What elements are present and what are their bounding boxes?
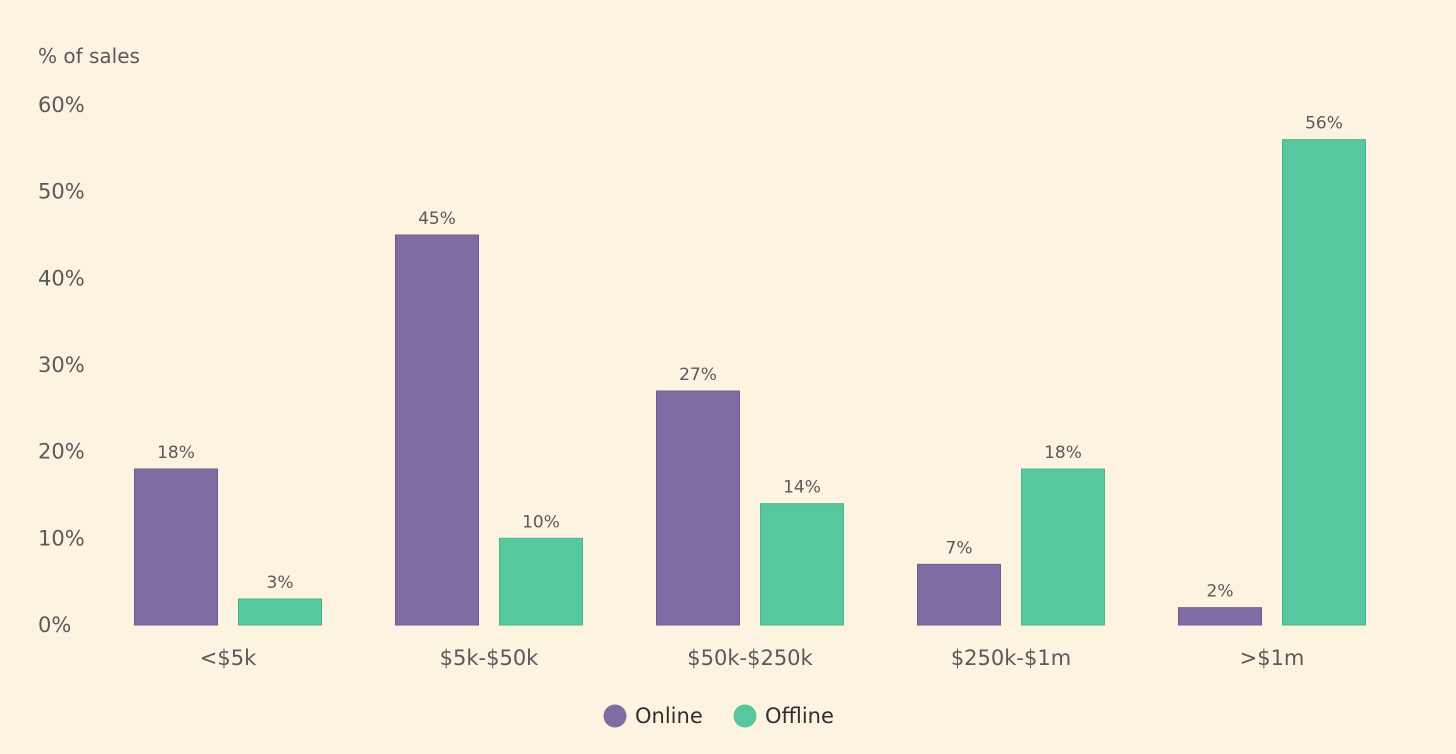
data-label: 7% [946, 538, 973, 558]
legend-swatch-online [603, 704, 627, 728]
data-label: 18% [157, 443, 195, 463]
y-axis-unit-label: % of sales [38, 44, 140, 68]
data-label: 3% [267, 573, 294, 593]
y-axis-ticks: 0% 10% 20% 30% 40% 50% 60% [38, 93, 85, 637]
bar-online [917, 563, 1001, 626]
y-tick-label: 50% [38, 180, 85, 204]
data-label: 14% [783, 478, 821, 498]
bar-online [395, 234, 479, 626]
y-tick-label: 30% [38, 353, 85, 377]
data-label: 18% [1044, 443, 1082, 463]
bars [134, 139, 1366, 626]
bar-online [1178, 607, 1262, 626]
y-tick-label: 20% [38, 440, 85, 464]
y-tick-label: 0% [38, 613, 71, 637]
bar-offline [760, 503, 844, 626]
data-label: 10% [522, 512, 560, 532]
y-tick-label: 60% [38, 93, 85, 117]
bar-online [134, 468, 218, 626]
bar-offline [1282, 139, 1366, 626]
data-labels: 18% 45% 27% 7% 2% 3% 10% 14% 18% 56% [157, 114, 1343, 602]
x-tick-label: >$1m [1240, 646, 1305, 670]
y-tick-label: 40% [38, 266, 85, 290]
x-tick-label: $5k-$50k [440, 646, 540, 670]
x-tick-label: $250k-$1m [951, 646, 1071, 670]
x-tick-label: $50k-$250k [687, 646, 813, 670]
data-label: 45% [418, 209, 456, 229]
data-label: 27% [679, 365, 717, 385]
bar-online [656, 390, 740, 626]
legend-label-offline: Offline [765, 704, 834, 728]
legend: Online Offline [603, 704, 834, 728]
bar-offline [499, 537, 583, 626]
y-tick-label: 10% [38, 526, 85, 550]
x-tick-label: <$5k [200, 646, 257, 670]
bar-offline [1021, 468, 1105, 626]
bar-offline [238, 598, 322, 626]
data-label: 56% [1305, 114, 1343, 134]
legend-swatch-offline [733, 704, 757, 728]
data-label: 2% [1207, 582, 1234, 602]
legend-label-online: Online [635, 704, 703, 728]
x-axis-labels: <$5k $5k-$50k $50k-$250k $250k-$1m >$1m [200, 646, 1305, 670]
